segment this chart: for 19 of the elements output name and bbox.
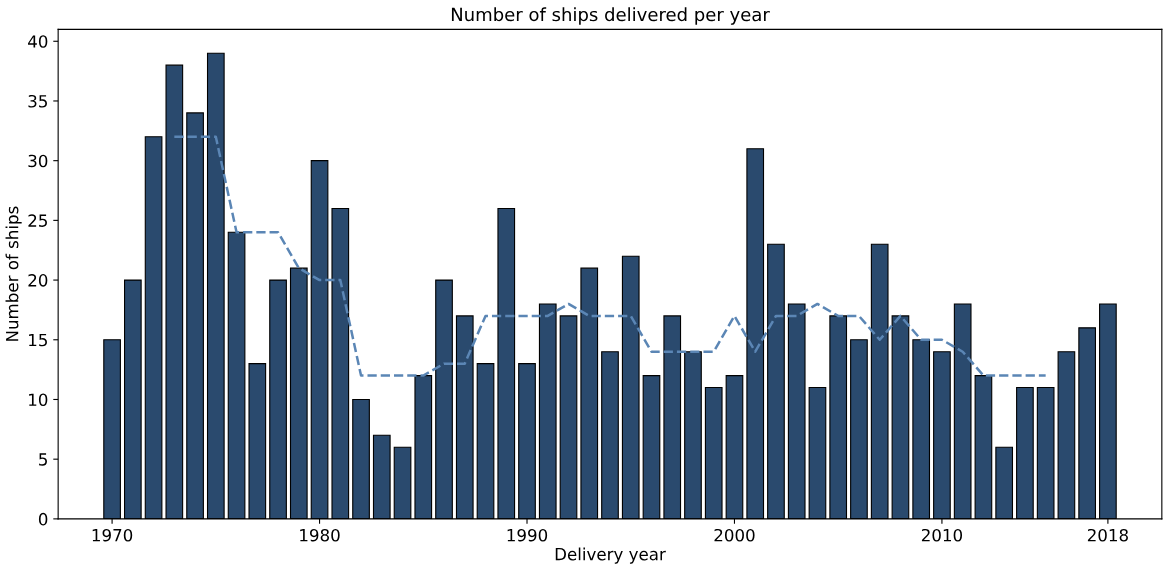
x-tick-label: 2010 <box>921 528 963 542</box>
y-axis-title: Number of ships <box>5 206 22 341</box>
x-tick-label: 2018 <box>1087 528 1128 542</box>
x-tick-label: 2000 <box>714 528 755 542</box>
x-tick-label: 1970 <box>92 528 133 542</box>
line-series <box>173 135 1047 377</box>
y-tick-label: 20 <box>28 274 48 287</box>
chart-title: Number of ships delivered per year <box>451 7 770 25</box>
y-tick-label: 0 <box>38 512 48 526</box>
x-axis-title: Delivery year <box>555 547 666 564</box>
x-tick-label: 1990 <box>507 528 548 542</box>
y-tick-label: 15 <box>29 333 47 347</box>
x-tick-label: 1980 <box>300 528 340 542</box>
y-tick-label: 30 <box>28 154 48 168</box>
y-tick-label: 25 <box>28 214 47 227</box>
y-tick-label: 5 <box>39 453 47 466</box>
y-tick-label: 40 <box>28 35 48 48</box>
y-tick-label: 10 <box>29 393 48 407</box>
y-tick-label: 35 <box>28 94 47 108</box>
